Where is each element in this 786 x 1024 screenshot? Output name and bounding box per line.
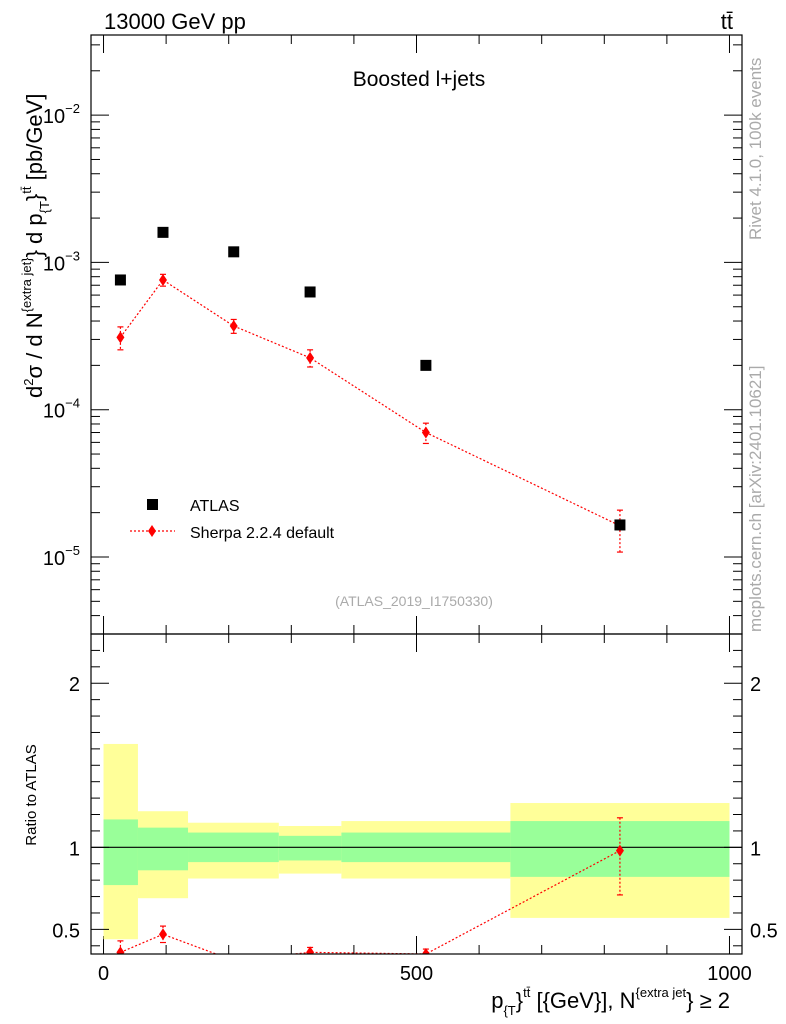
ratio-sherpa-point [615,844,624,857]
ratio-y-title: Ratio to ATLAS [23,744,40,845]
legend-data-marker [147,499,158,510]
ratio-y-tick-label-left: 2 [69,674,80,696]
atlas-point [420,359,432,371]
sherpa-point [158,273,167,286]
legend-mc-label: Sherpa 2.2.4 default [190,525,335,542]
y-tick-label: 10−3 [43,248,80,275]
sherpa-point [421,426,430,439]
y-tick-label: 10−2 [43,101,80,128]
svg-text:d2σ / d N{extra jet}} d p{T}: d2σ / d N{extra jet}} d p{T}tt̄ [pb/GeV] [19,94,52,398]
x-tick-label: 1000 [707,963,752,985]
ratio-sherpa-point [116,946,125,954]
ratio-y-tick-label-right: 2 [750,674,761,696]
energy-label: 13000 GeV pp [104,9,246,34]
atlas-point [614,519,626,531]
ratio-band-inner [278,835,342,861]
analysis-id: (ATLAS_2019_I1750330) [335,593,493,609]
process-label: tt̄ [721,9,733,34]
y-tick-label: 10−5 [43,543,80,570]
sherpa-point [229,320,238,333]
ratio-y-tick-label-right: 1 [750,838,761,860]
atlas-point [114,274,126,286]
chart-title: Boosted l+jets [353,68,486,91]
svg-text:p{T}tt̄ [{GeV}], N{extra jet}: p{T}tt̄ [{GeV}], N{extra jet} ≥ 2 [491,985,730,1018]
sherpa-point [306,351,315,364]
ratio-sherpa-point [306,946,315,954]
x-axis-title: p{T}tt̄ [{GeV}], N{extra jet} ≥ 2 [491,985,730,1018]
ratio-sherpa-point [421,948,430,954]
sherpa-line [119,279,621,527]
ratio-band-inner [103,819,138,886]
atlas-point [304,286,316,298]
legend-mc-marker [148,525,156,537]
sherpa-point [116,331,125,344]
main-panel: 10−5 10−4 10−3 10−2 Boosted l+jets (ATLAS_2… [19,34,743,954]
legend-data-label: ATLAS [190,498,240,515]
y-tick-label: 10−4 [43,396,80,423]
x-tick-label: 0 [98,963,109,985]
y-axis-title: d2σ / d N{extra jet}} d p{T}tt̄ [pb/GeV] [19,94,52,398]
rivet-label: Rivet 4.1.0, 100k events [746,58,765,240]
legend: ATLAS Sherpa 2.2.4 default [130,498,335,542]
mcplots-label: mcplots.cern.ch [arXiv:2401.10621] [746,366,765,632]
ratio-frame [90,633,743,955]
ratio-band-inner [137,827,189,871]
atlas-point [157,226,169,238]
x-tick-label: 500 [400,963,433,985]
ratio-sherpa-point [158,928,167,941]
ratio-sherpa-point [230,955,238,967]
ratio-y-tick-label-right: 0.5 [750,920,778,942]
main-frame [90,34,743,635]
ratio-y-tick-label-left: 1 [69,838,80,860]
ratio-panel: 0.5 0.5 1 1 2 2 0 500 1000 Ratio to ATLAS [23,633,778,985]
ratio-y-tick-label-left: 0.5 [52,920,80,942]
atlas-point [228,246,240,258]
